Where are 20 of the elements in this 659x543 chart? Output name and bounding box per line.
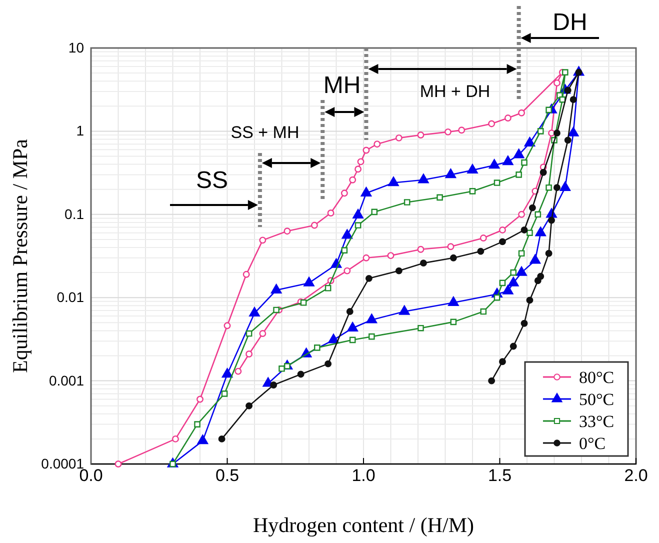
y-tick-label: 10 <box>68 39 84 56</box>
annotation: MH <box>323 72 361 99</box>
annotation: SS + MH <box>230 123 300 142</box>
x-tick-label: 1.5 <box>488 466 512 485</box>
y-tick-label: 0.1 <box>64 206 84 222</box>
text: DH <box>552 9 588 36</box>
legend-label: 50°C <box>579 390 614 409</box>
y-tick-label: 0.01 <box>56 289 84 306</box>
x-axis-title: Hydrogen content / (H/M) <box>252 513 474 537</box>
x-tick-label: 2.0 <box>624 466 648 485</box>
legend-label: 33°C <box>579 412 614 431</box>
y-tick-label: 1 <box>76 122 84 139</box>
annotation: SS <box>196 167 228 194</box>
x-tick-label: 0.5 <box>215 466 240 485</box>
x-tick-label: 1.0 <box>352 466 376 485</box>
annotation: MH + DH <box>420 82 490 101</box>
y-tick-label: 0.001 <box>48 372 84 388</box>
y-axis-title: Equilibrium Pressure / MPa <box>8 138 32 373</box>
legend-label: 80°C <box>579 368 614 387</box>
legend-label: 0°C <box>579 434 606 453</box>
